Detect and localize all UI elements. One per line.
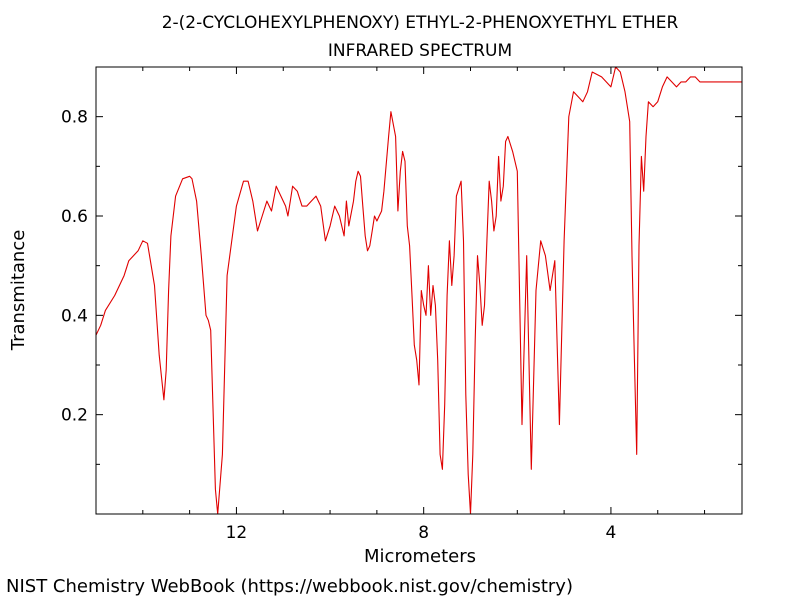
y-tick-label: 0.6 — [61, 207, 88, 227]
source-credit: NIST Chemistry WebBook (https://webbook.… — [6, 576, 573, 597]
x-tick-label: 8 — [418, 523, 429, 543]
y-axis-title: Transmitance — [8, 230, 29, 352]
x-axis-title: Micrometers — [364, 546, 476, 567]
chart-title-line-1: 2-(2-CYCLOHEXYLPHENOXY) ETHYL-2-PHENOXYE… — [162, 13, 679, 33]
plot-frame — [95, 66, 743, 515]
y-tick-label: 0.2 — [61, 406, 88, 426]
axis-tick-labels: 12 8 4 0.2 0.4 0.6 0.8 — [61, 108, 616, 543]
x-tick-label: 12 — [226, 523, 248, 543]
x-tick-label: 4 — [606, 523, 617, 543]
spectrum-line — [95, 66, 742, 515]
chart-title-line-2: INFRARED SPECTRUM — [328, 41, 512, 61]
axis-ticks — [95, 67, 742, 514]
y-tick-label: 0.4 — [61, 306, 88, 326]
y-tick-label: 0.8 — [61, 108, 88, 128]
